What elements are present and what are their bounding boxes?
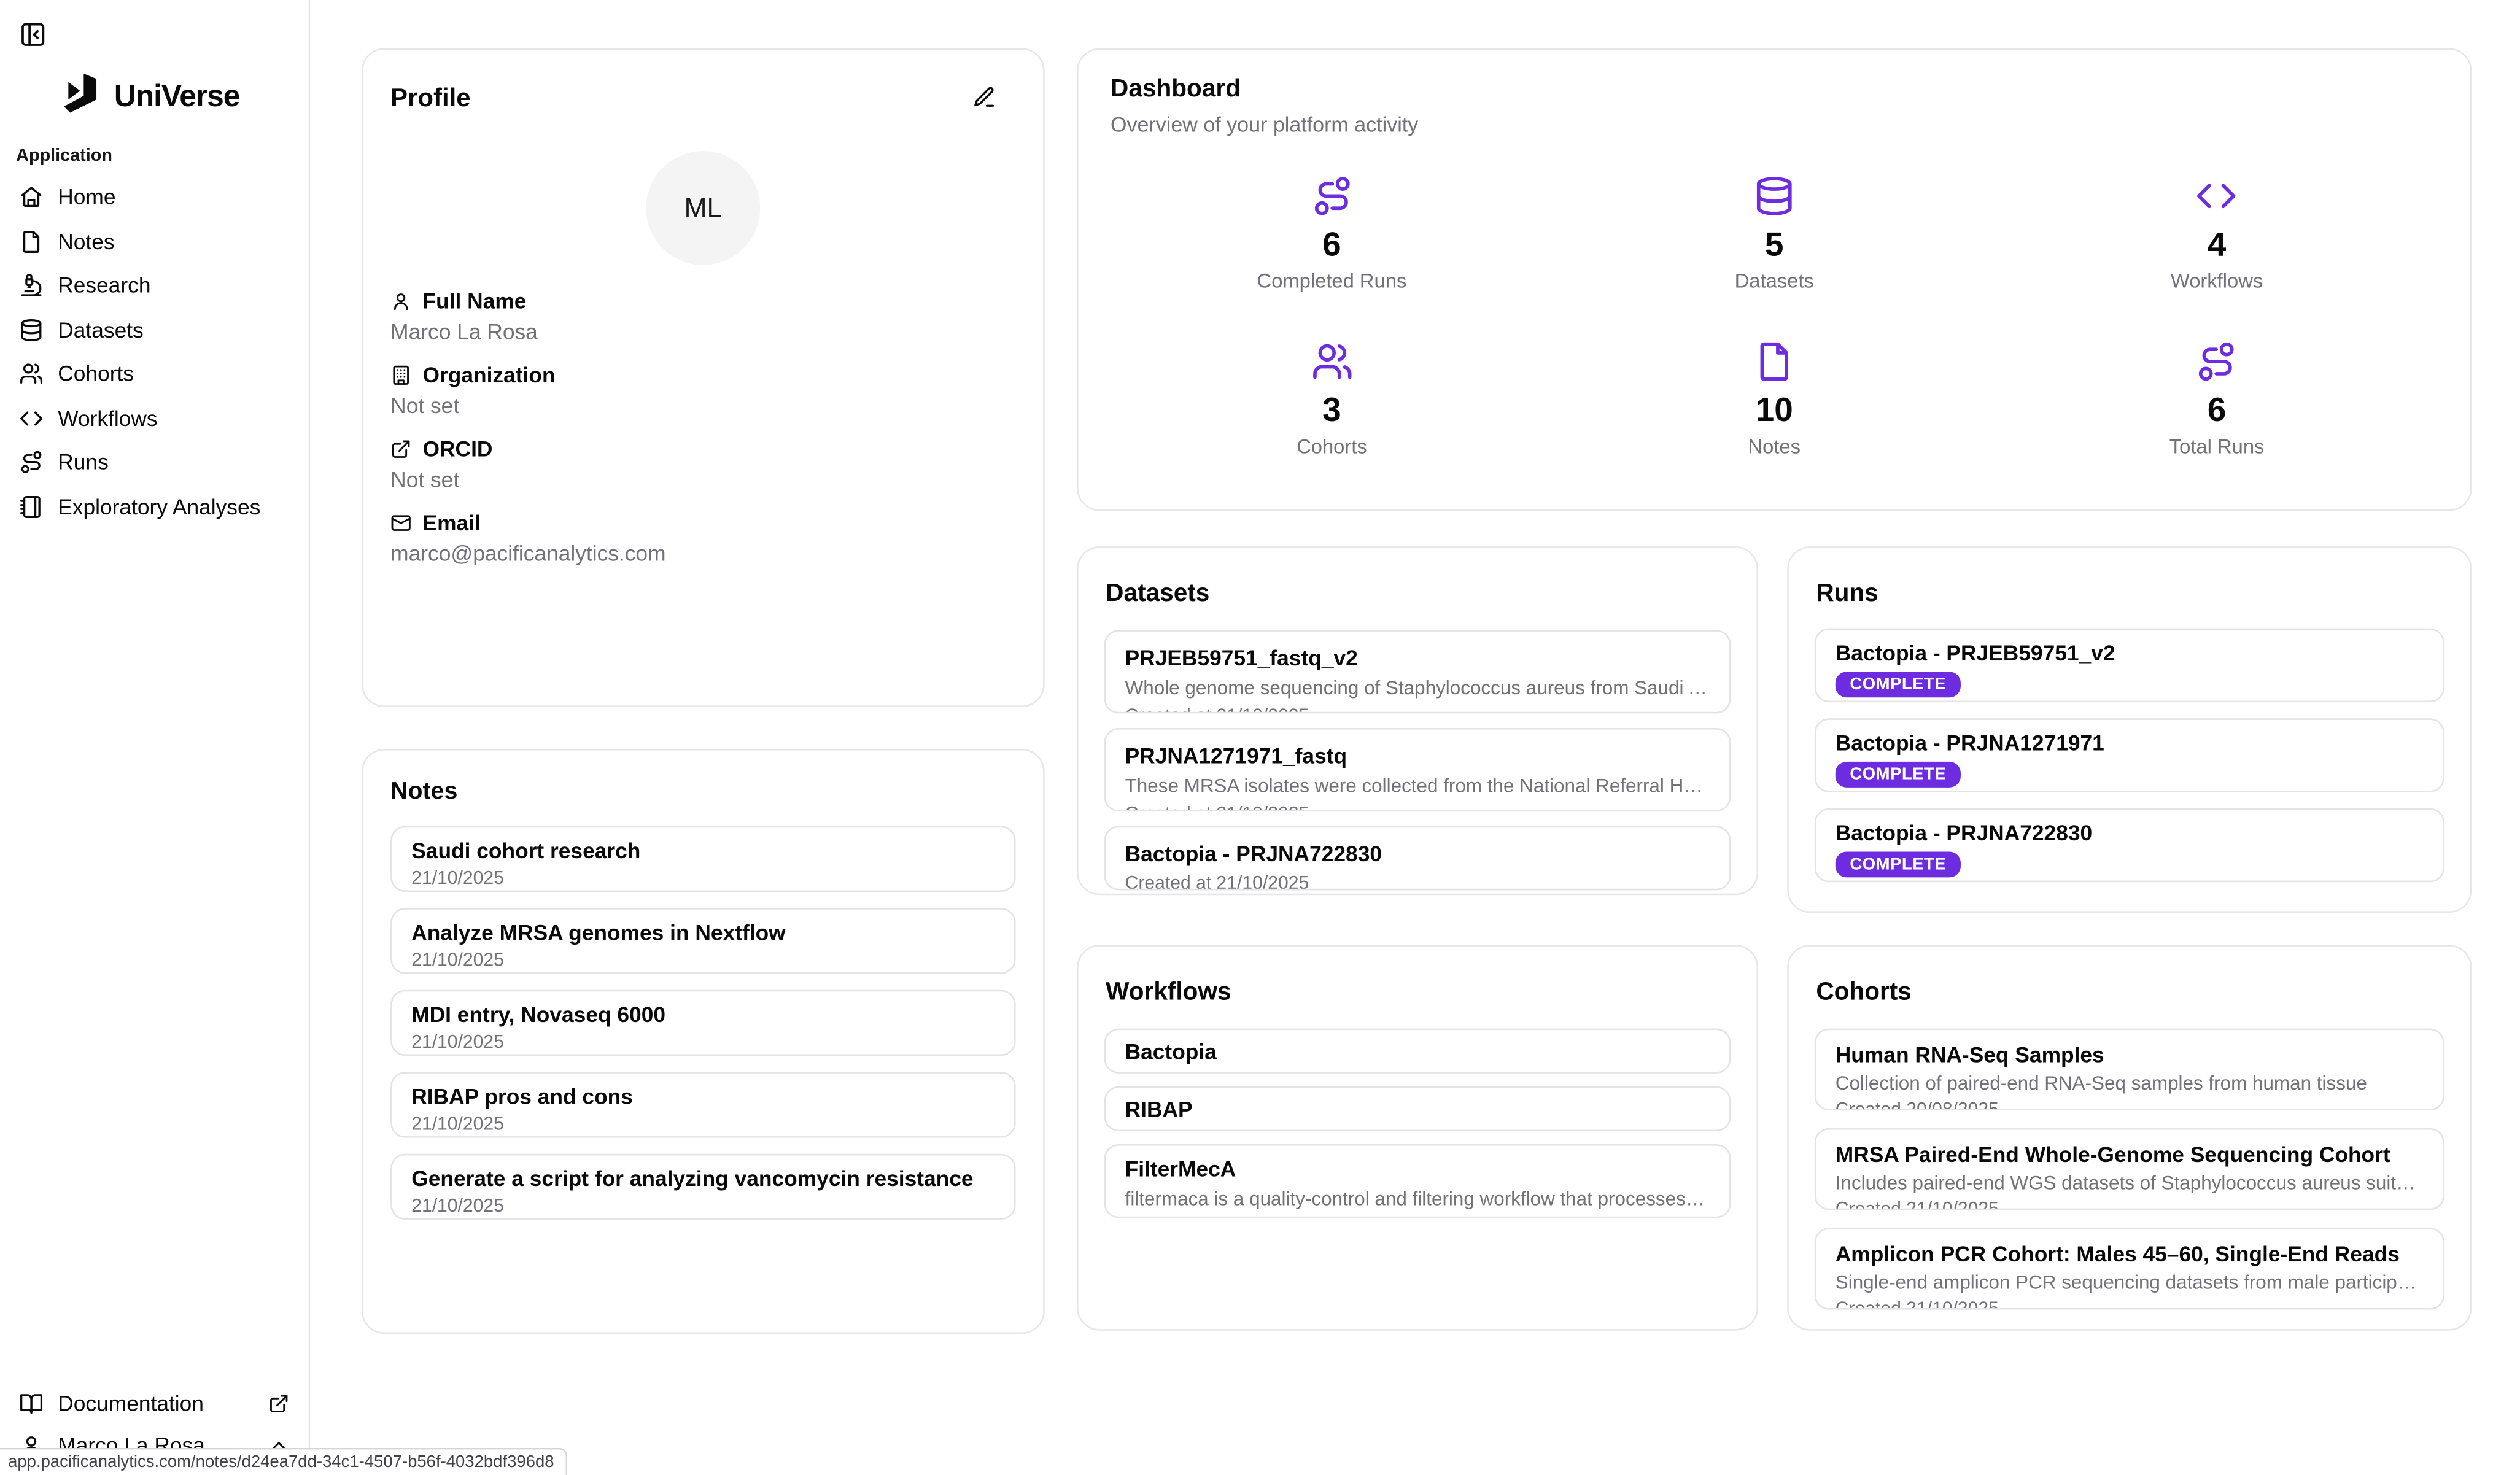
profile-field-full-name: Full Name Marco La Rosa (390, 289, 538, 344)
route-icon (19, 451, 43, 474)
runs-title: Runs (1816, 580, 1878, 608)
database-icon (1753, 175, 1795, 217)
app-logo[interactable]: UniVerse (61, 71, 241, 125)
dashboard-subtitle: Overview of your platform activity (1111, 112, 1419, 137)
note-item[interactable]: MDI entry, Novaseq 6000 21/10/2025 (390, 989, 1016, 1056)
file-icon (19, 230, 43, 254)
stat-completed-runs: 6 Completed Runs (1111, 175, 1553, 292)
run-item[interactable]: Bactopia - PRJEB59751_v2 COMPLETE (1814, 628, 2444, 703)
profile-card: Profile ML Full Name Marco La Rosa Organ… (362, 48, 1045, 707)
edit-profile-button[interactable] (972, 85, 1001, 114)
datasets-card: Datasets PRJEB59751_fastq_v2 Whole genom… (1077, 546, 1759, 896)
avatar: ML (646, 151, 761, 265)
sidebar-nav: Home Notes Research Datasets Cohorts Wor… (6, 175, 302, 528)
sidebar-item-research[interactable]: Research (6, 263, 302, 308)
run-item[interactable]: Bactopia - PRJNA1271971 COMPLETE (1814, 718, 2444, 792)
sidebar-item-home[interactable]: Home (6, 175, 302, 219)
stat-cohorts: 3 Cohorts (1111, 341, 1553, 458)
external-link-icon (390, 439, 411, 460)
cohort-item[interactable]: MRSA Paired-End Whole-Genome Sequencing … (1814, 1128, 2444, 1210)
run-item[interactable]: Bactopia - PRJNA722830 COMPLETE (1814, 808, 2444, 883)
status-badge: COMPLETE (1835, 672, 1961, 698)
dashboard-card: Dashboard Overview of your platform acti… (1077, 48, 2472, 511)
dataset-item[interactable]: Bactopia - PRJNA722830 Created at 21/10/… (1104, 826, 1731, 891)
route-icon (2196, 341, 2238, 382)
sidebar-footer: Documentation Marco La Rosa (6, 1382, 302, 1465)
status-badge: COMPLETE (1835, 851, 1961, 878)
stat-total-runs: 6 Total Runs (1996, 341, 2438, 458)
database-icon (19, 318, 43, 342)
cohorts-card: Cohorts Human RNA-Seq Samples Collection… (1787, 945, 2472, 1331)
stat-datasets: 5 Datasets (1553, 175, 1996, 292)
users-icon (19, 362, 43, 386)
cohort-item[interactable]: Human RNA-Seq Samples Collection of pair… (1814, 1028, 2444, 1111)
sidebar-item-workflows[interactable]: Workflows (6, 396, 302, 440)
sidebar-item-runs[interactable]: Runs (6, 440, 302, 484)
code-icon (19, 406, 43, 430)
workflow-item[interactable]: Bactopia (1104, 1028, 1731, 1074)
notebook-icon (19, 495, 43, 519)
profile-field-email: Email marco@pacificanalytics.com (390, 511, 666, 566)
user-icon (390, 291, 411, 312)
cohorts-title: Cohorts (1816, 978, 1912, 1006)
datasets-title: Datasets (1106, 580, 1210, 608)
sidebar: UniVerse Application Home Notes Research… (0, 0, 311, 1475)
code-icon (2196, 175, 2238, 217)
status-url-tooltip: app.pacificanalytics.com/notes/d24ea7dd-… (0, 1447, 567, 1475)
sidebar-item-notes[interactable]: Notes (6, 219, 302, 263)
notes-title: Notes (390, 778, 458, 805)
notes-card: Notes Saudi cohort research 21/10/2025 A… (362, 748, 1045, 1334)
documentation-link[interactable]: Documentation (6, 1382, 302, 1423)
microscope-icon (19, 274, 43, 298)
workflows-title: Workflows (1106, 978, 1231, 1006)
note-item[interactable]: RIBAP pros and cons 21/10/2025 (390, 1072, 1016, 1138)
workflows-card: Workflows Bactopia RIBAP FilterMecA filt… (1077, 945, 1759, 1331)
stat-notes: 10 Notes (1553, 341, 1996, 458)
workflow-item[interactable]: RIBAP (1104, 1086, 1731, 1132)
sidebar-item-datasets[interactable]: Datasets (6, 308, 302, 352)
pen-icon (972, 85, 1001, 109)
sidebar-item-exploratory-analyses[interactable]: Exploratory Analyses (6, 484, 302, 528)
dataset-item[interactable]: PRJNA1271971_fastq These MRSA isolates w… (1104, 727, 1731, 812)
note-item[interactable]: Analyze MRSA genomes in Nextflow 21/10/2… (390, 908, 1016, 974)
profile-fields: Full Name Marco La Rosa Organization Not… (390, 286, 1015, 582)
stat-workflows: 4 Workflows (1996, 175, 2438, 292)
profile-title: Profile (390, 85, 471, 113)
home-icon (19, 185, 43, 209)
external-link-icon (268, 1392, 289, 1413)
book-open-icon (19, 1391, 43, 1415)
building-icon (390, 365, 411, 385)
app-logo-text: UniVerse (114, 80, 241, 114)
dashboard-stats: 6 Completed Runs 5 Datasets 4 Workflows … (1111, 175, 2438, 458)
mail-icon (390, 513, 411, 533)
workflow-item[interactable]: FilterMecA filtermaca is a quality-contr… (1104, 1144, 1731, 1218)
profile-field-organization: Organization Not set (390, 363, 556, 418)
cohort-item[interactable]: Amplicon PCR Cohort: Males 45–60, Single… (1814, 1228, 2444, 1310)
dashboard-title: Dashboard (1111, 75, 1241, 103)
note-item[interactable]: Generate a script for analyzing vancomyc… (390, 1153, 1016, 1220)
sidebar-item-cohorts[interactable]: Cohorts (6, 352, 302, 396)
universe-logo-icon (61, 71, 104, 125)
dataset-item[interactable]: PRJEB59751_fastq_v2 Whole genome sequenc… (1104, 630, 1731, 714)
sidebar-section-label: Application (16, 146, 112, 166)
runs-card: Runs Bactopia - PRJEB59751_v2 COMPLETE B… (1787, 546, 2472, 913)
note-item[interactable]: Saudi cohort research 21/10/2025 (390, 826, 1016, 892)
route-icon (1311, 175, 1352, 217)
panel-left-close-icon (18, 20, 46, 48)
users-icon (1311, 341, 1352, 382)
sidebar-collapse-button[interactable] (15, 16, 50, 52)
status-badge: COMPLETE (1835, 761, 1961, 788)
profile-field-orcid: ORCID Not set (390, 437, 493, 492)
file-icon (1753, 341, 1795, 382)
